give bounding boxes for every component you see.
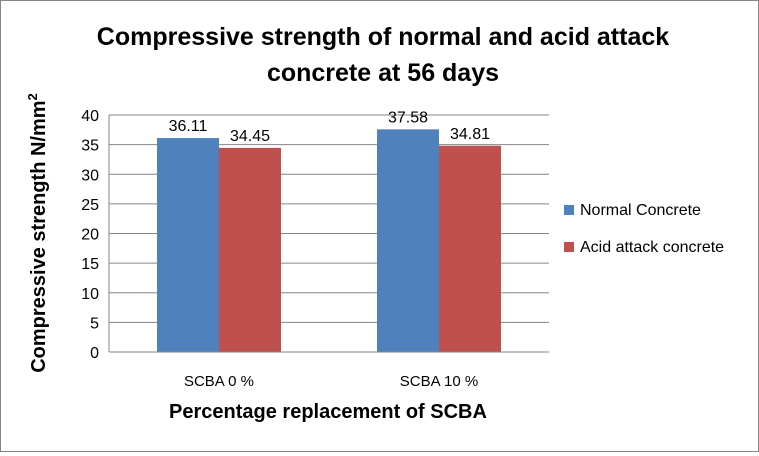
legend-label: Acid attack concrete (580, 239, 724, 256)
x-category-label: SCBA 10 % (400, 373, 478, 390)
y-tick-label: 15 (81, 256, 99, 273)
data-label: 37.58 (388, 109, 428, 126)
data-label: 36.11 (169, 118, 208, 135)
bar-normal-0 (157, 138, 219, 352)
category-labels: SCBA 0 % SCBA 10 % (184, 373, 478, 390)
chart-title-line-1: Compressive strength of normal and acid … (97, 23, 669, 51)
chart-title-line-2: concrete at 56 days (267, 59, 499, 87)
y-tick-label: 10 (81, 286, 99, 303)
data-label: 34.45 (230, 128, 270, 145)
y-axis-ticks: 0 5 10 15 20 25 30 35 40 (81, 108, 99, 362)
legend-swatch (564, 242, 574, 252)
axes (108, 115, 549, 353)
bar-acid-0 (219, 147, 281, 352)
y-tick-label: 5 (90, 315, 99, 332)
y-axis-title-main: Compressive strength N/mm (28, 100, 50, 372)
y-axis-title: Compressive strength N/mm2 (25, 93, 50, 373)
bars (157, 129, 501, 352)
y-tick-label: 40 (81, 108, 99, 125)
y-tick-label: 35 (81, 138, 99, 155)
x-category-label: SCBA 0 % (184, 373, 254, 390)
y-tick-label: 25 (81, 197, 99, 214)
y-axis-title-superscript: 2 (25, 93, 40, 100)
legend-label: Normal Concrete (580, 202, 701, 219)
data-label: 34.81 (450, 126, 490, 143)
bar-normal-1 (377, 129, 439, 352)
data-labels: 36.11 34.45 37.58 34.81 (169, 109, 491, 145)
y-tick-label: 30 (81, 167, 99, 184)
legend: Normal Concrete Acid attack concrete (564, 202, 724, 256)
y-tick-label: 20 (81, 227, 99, 244)
bar-acid-1 (439, 145, 501, 352)
legend-swatch (564, 205, 574, 215)
y-tick-label: 0 (90, 345, 99, 362)
x-axis-title: Percentage replacement of SCBA (169, 401, 487, 423)
